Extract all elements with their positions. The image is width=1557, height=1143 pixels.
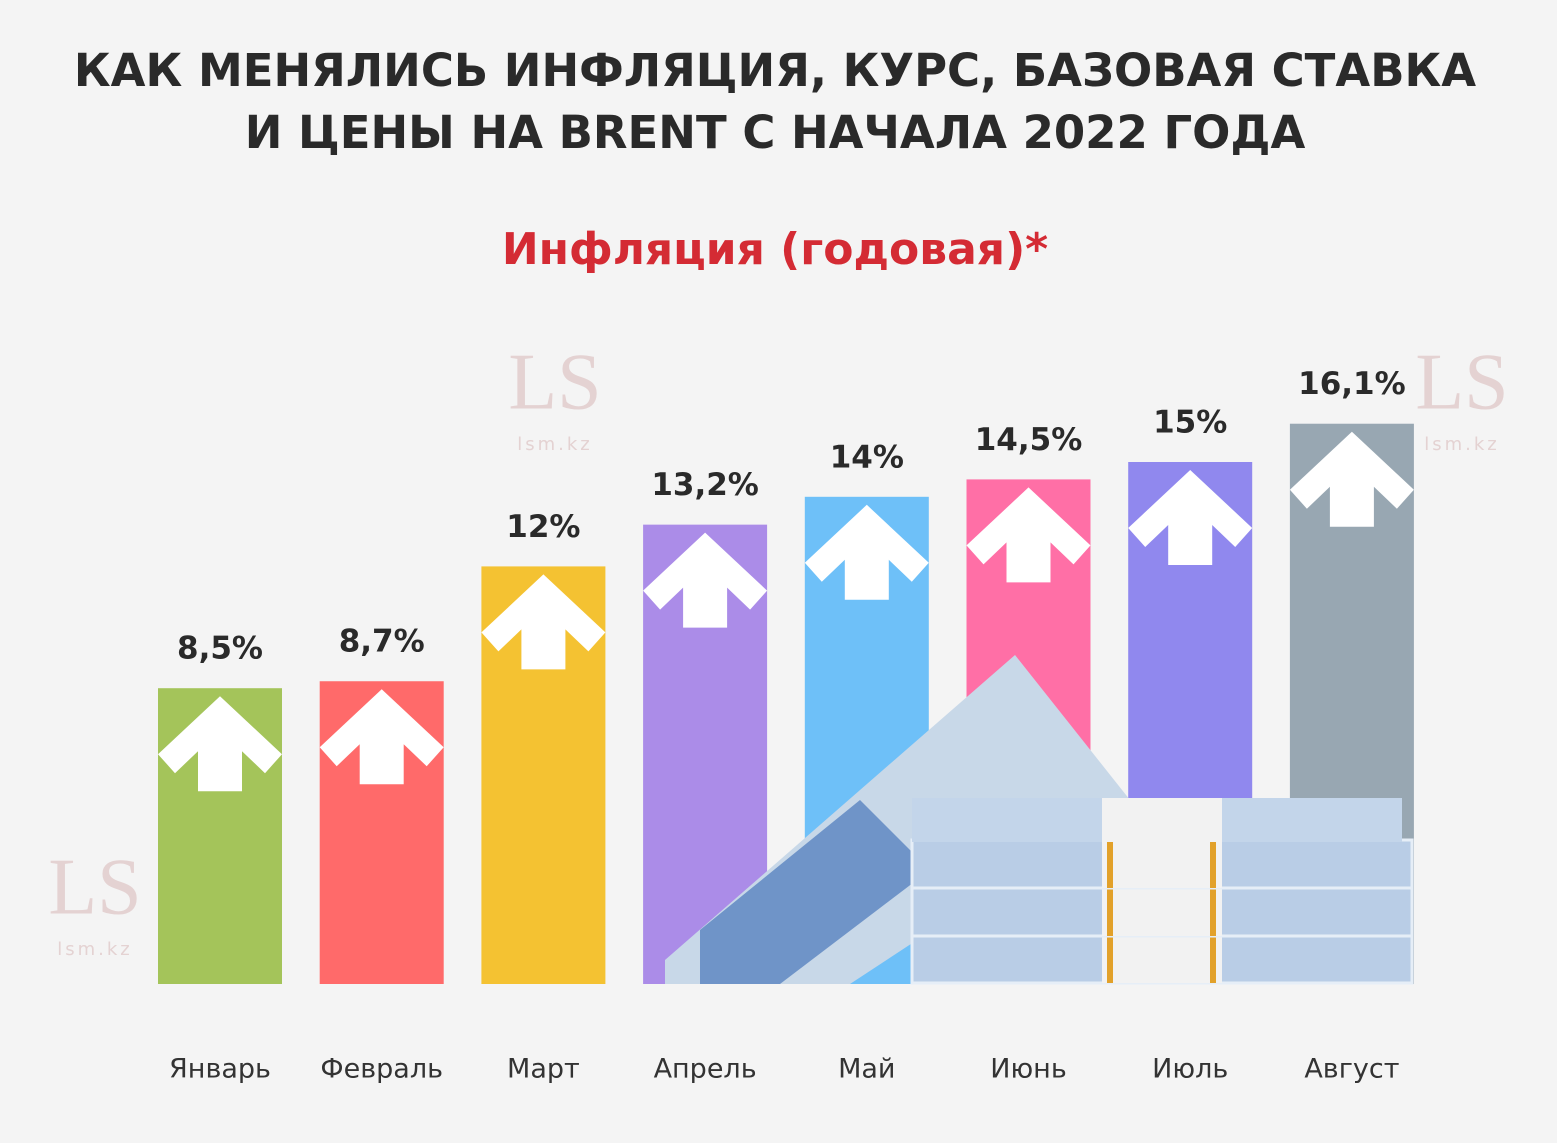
arrow-icon	[158, 696, 282, 792]
banknote-decor	[1210, 888, 1216, 936]
banknote-decor	[1210, 840, 1216, 888]
banknote-decor	[1107, 935, 1113, 983]
arrow-icon	[643, 532, 768, 628]
watermark-site: lsm.kz	[57, 939, 133, 960]
x-tick-label: Март	[507, 1054, 580, 1085]
arrow-icon	[804, 504, 929, 600]
banknote-decor	[1102, 935, 1222, 983]
value-label: 12%	[506, 509, 580, 545]
watermark-site: lsm.kz	[517, 434, 593, 455]
x-tick-label: Февраль	[320, 1054, 443, 1085]
x-tick-label: Июнь	[990, 1054, 1067, 1085]
watermark-logo: LS	[508, 338, 601, 426]
arrow-icon	[319, 689, 444, 785]
value-label: 8,7%	[339, 624, 425, 660]
banknote-decor	[1107, 840, 1113, 888]
value-label: 13,2%	[651, 467, 759, 503]
x-tick-label: Август	[1304, 1054, 1399, 1085]
arrow-icon	[1289, 431, 1414, 527]
banknote-decor	[700, 800, 930, 984]
x-tick-label: Май	[838, 1054, 895, 1085]
banknote-decor	[1210, 935, 1216, 983]
value-label: 14%	[830, 439, 904, 475]
arrow-icon	[1128, 470, 1253, 565]
value-label: 14,5%	[975, 422, 1083, 458]
banknote-decor	[1107, 888, 1113, 936]
arrow-icon	[966, 487, 1091, 583]
x-tick-label: Апрель	[654, 1054, 757, 1085]
banknote-decor	[1102, 840, 1222, 888]
value-label: 8,5%	[177, 631, 263, 667]
banknote-decor	[1102, 798, 1222, 842]
chart-subtitle: Инфляция (годовая)*	[502, 224, 1048, 275]
watermark-site: lsm.kz	[1424, 434, 1500, 455]
banknote-decor	[1102, 888, 1222, 936]
chart-title: И ЦЕНЫ НА BRENT С НАЧАЛА 2022 ГОДА	[245, 106, 1306, 159]
watermark-logo: LS	[1415, 338, 1508, 426]
value-label: 15%	[1153, 405, 1227, 441]
x-tick-label: Июль	[1152, 1054, 1228, 1085]
x-tick-label: Январь	[169, 1054, 271, 1085]
watermark-logo: LS	[48, 843, 141, 931]
value-label: 16,1%	[1298, 366, 1406, 402]
arrow-icon	[481, 574, 606, 670]
chart-title: КАК МЕНЯЛИСЬ ИНФЛЯЦИЯ, КУРС, БАЗОВАЯ СТА…	[74, 44, 1476, 97]
